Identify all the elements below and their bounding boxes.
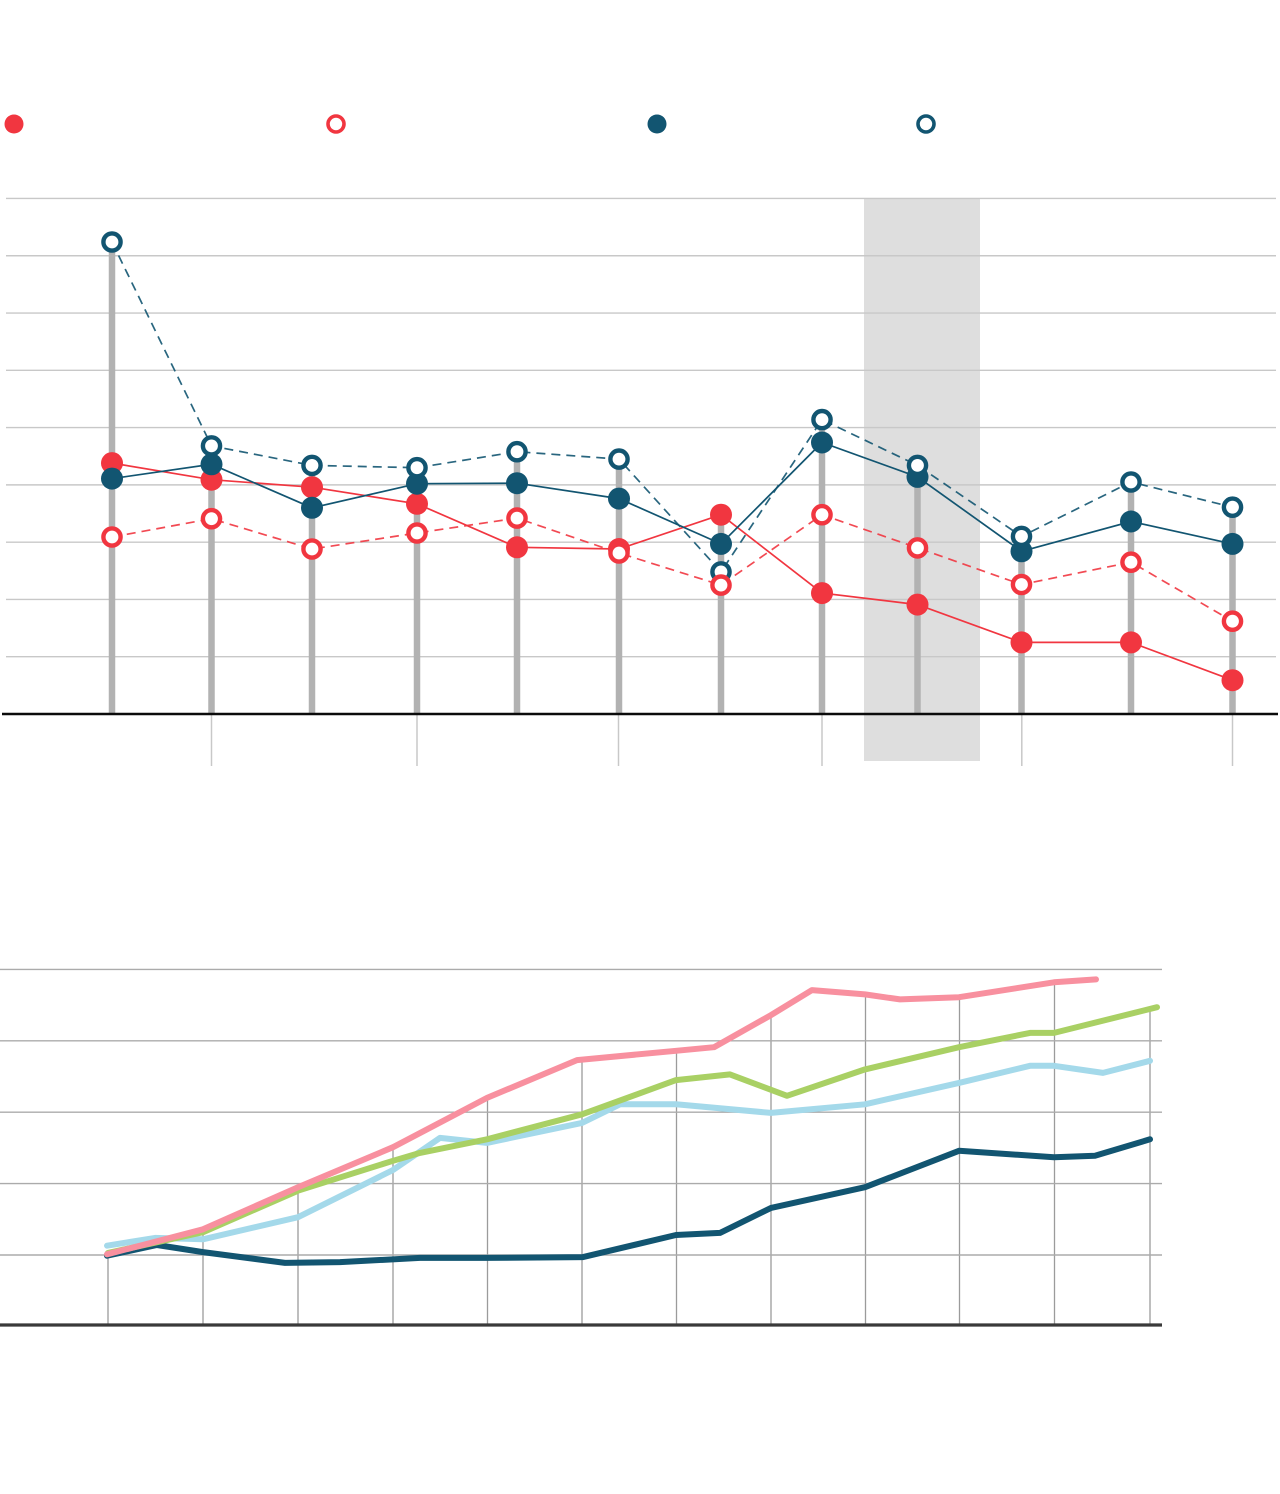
pink-line [104,976,1099,1258]
legend-red-hollow [326,114,346,134]
navy-hollow-marker [906,454,929,477]
red-filled-marker [406,492,428,515]
sky-line [104,1057,1153,1249]
red-filled-marker [506,536,528,559]
red-hollow-marker [101,526,123,548]
legend-red-filled-icon [4,114,24,134]
red-hollow-line [111,513,1233,622]
red-hollow-marker [200,507,223,530]
legend-navy-filled-icon [647,114,667,134]
navy-filled-marker [200,453,223,476]
red-filled-marker [1221,669,1244,692]
red-hollow-marker [811,503,833,526]
gridlines [6,197,1276,658]
series-markers [101,231,1244,692]
red-hollow-marker [1010,573,1033,596]
series-lines [104,976,1160,1266]
legend-red-hollow-icon [326,114,346,134]
navy-filled-marker [1010,540,1033,563]
lollipop-scatter-chart [2,197,1278,766]
legend-navy-hollow-icon [916,114,936,134]
red-filled-marker [906,593,929,616]
legend-red-filled [4,114,24,134]
grid-mask [0,945,1162,1255]
navy-hollow-marker [101,231,123,253]
red-hollow-marker [1221,610,1244,633]
navy-filled-marker [608,487,630,510]
navy-filled-marker [101,467,123,490]
red-filled-marker [1120,631,1142,654]
red-hollow-marker [710,574,732,596]
legend-navy-filled [647,114,667,134]
navy-filled-marker [1221,532,1244,555]
navy-hollow-marker [406,456,428,479]
navy-filled-marker [506,472,528,495]
navy-hollow-marker [200,435,223,457]
navy-filled-marker [301,496,323,519]
navy-filled-marker [811,431,833,454]
navy-hollow-marker [506,440,528,463]
navy-hollow-marker [608,448,630,470]
red-hollow-marker [506,507,528,529]
red-hollow-marker [406,522,428,544]
navy-hollow-marker [301,454,323,477]
navy-hollow-marker [1120,471,1142,493]
navy-filled-marker [406,472,428,495]
green-line [105,1004,1160,1256]
red-hollow-marker [608,542,630,564]
navy-filled-marker [1120,510,1142,533]
axis-ticks [210,715,1234,766]
index-line-chart [0,945,1162,1327]
red-hollow-marker [301,538,323,560]
red-filled-marker [200,468,223,491]
red-filled-line [111,462,1233,681]
navy-hollow-marker [1010,525,1033,548]
legend-navy-hollow [916,114,936,134]
red-hollow-marker [906,537,929,559]
navy-hollow-line [111,241,1233,574]
red-filled-marker [1010,631,1033,654]
navy-hollow-marker [811,408,833,431]
navy-hollow-marker [1221,496,1244,519]
navy-filled-line [111,441,1233,553]
legend [4,114,936,134]
red-filled-marker [811,582,833,605]
red-filled-marker [301,476,323,499]
navy-line [104,1136,1153,1266]
red-filled-marker [101,452,123,475]
series-lines [111,241,1233,681]
navy-filled-marker [710,532,732,555]
red-hollow-marker [1120,551,1142,574]
red-filled-marker [710,503,732,526]
